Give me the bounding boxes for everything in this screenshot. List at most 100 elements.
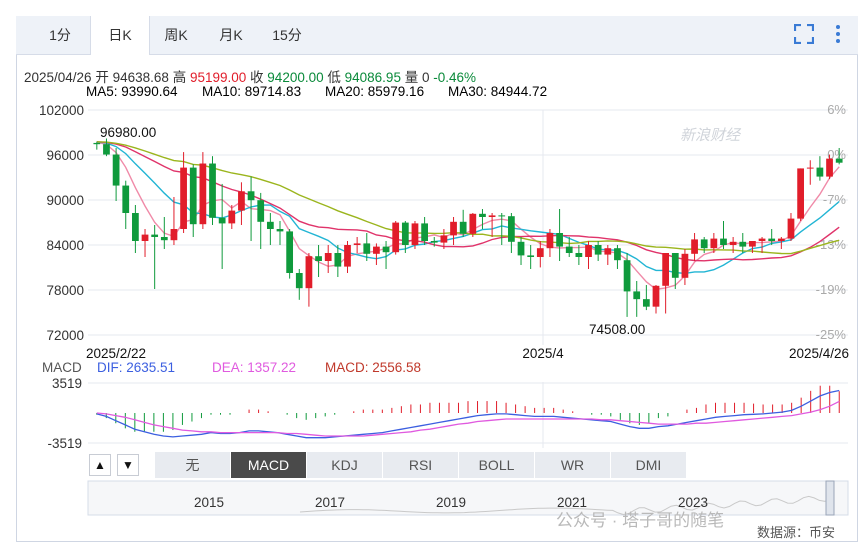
candle-body — [440, 235, 448, 243]
ma20-line — [96, 141, 840, 262]
macd-tick-label: 3519 — [52, 376, 82, 391]
data-source-label: 数据源：币安 — [757, 525, 836, 540]
candle-body — [401, 222, 409, 245]
candle-body — [575, 253, 583, 257]
tab-1min[interactable]: 1分 — [49, 27, 71, 43]
candle-body — [594, 245, 602, 255]
candle-body — [652, 285, 660, 307]
candle-body — [353, 243, 361, 245]
indicator-rsi-button[interactable]: RSI — [383, 452, 459, 478]
candle-body — [151, 234, 159, 237]
candle-body — [623, 260, 631, 292]
macd-header-macd_label: MACD: 2556.58 — [325, 360, 421, 375]
ma10-line — [96, 141, 840, 275]
candle-body — [334, 253, 342, 267]
percent-tick-label: 6% — [827, 102, 846, 117]
candle-body — [479, 213, 486, 217]
candle-body — [141, 234, 149, 241]
candle-body — [777, 238, 785, 241]
tab-daily-k[interactable]: 日K — [90, 16, 150, 55]
macd-header-label: MACD — [42, 360, 82, 375]
ma20-label: MA20: 85979.16 — [325, 84, 425, 99]
ma30-label: MA30: 84944.72 — [448, 84, 548, 99]
scroll-up-button[interactable]: ▲ — [89, 454, 111, 476]
candle-body — [633, 291, 641, 300]
price-tick-label: 78000 — [46, 283, 84, 298]
tab-weekly-k[interactable]: 周K — [164, 27, 188, 43]
high-label: 高 — [172, 70, 187, 85]
candle-body — [295, 273, 303, 289]
candle-body — [160, 237, 168, 241]
candle-body — [739, 241, 747, 247]
candle-body — [517, 241, 525, 256]
candle-body — [170, 229, 178, 241]
ma5-label: MA5: 93990.64 — [86, 84, 178, 99]
scroll-down-button[interactable]: ▼ — [117, 454, 139, 476]
candle-body — [749, 241, 756, 247]
tab-monthly-k[interactable]: 月K — [219, 27, 243, 43]
candle-body — [662, 253, 670, 286]
candle-body — [305, 256, 313, 289]
indicator-kdj-button[interactable]: KDJ — [307, 452, 383, 478]
candle-body — [508, 216, 515, 242]
candle-body — [421, 223, 428, 241]
candle-body — [585, 245, 592, 257]
dea-line — [96, 400, 840, 437]
macd-tick-label: -3519 — [47, 436, 82, 451]
candle-body — [112, 154, 120, 186]
candle-body — [816, 167, 824, 177]
candle-body — [835, 158, 843, 163]
close-label: 收 — [250, 70, 264, 85]
candle-body — [536, 248, 544, 257]
candle-body — [122, 185, 130, 213]
candle-body — [671, 253, 679, 278]
navigator-year-label: 2023 — [678, 495, 708, 510]
candle-body — [488, 215, 496, 217]
candle-body — [276, 229, 284, 232]
ma10-label: MA10: 89714.83 — [202, 84, 302, 99]
candle-body — [787, 218, 795, 239]
candle-body — [247, 191, 255, 201]
indicator-macd-button[interactable]: MACD — [231, 452, 307, 478]
more-vert-icon[interactable] — [834, 24, 842, 48]
navigator-box — [87, 480, 849, 516]
navigator-year-label: 2015 — [194, 495, 224, 510]
date-tick-label: 2025/2/22 — [86, 346, 146, 361]
low-value: 94086.95 — [344, 70, 401, 85]
candle-body — [700, 239, 708, 249]
candle-body — [228, 210, 236, 224]
candle-body — [797, 168, 804, 219]
candle-body — [614, 248, 621, 261]
min-price-annotation: 74508.00 — [589, 322, 645, 337]
max-price-annotation: 96980.00 — [100, 125, 156, 140]
fullscreen-icon[interactable] — [793, 23, 815, 48]
percent-tick-label: -25% — [816, 327, 847, 342]
navigator-year-label: 2019 — [436, 495, 466, 510]
close-value: 94200.00 — [267, 70, 324, 85]
candle-body — [430, 241, 438, 243]
candle-body — [546, 233, 554, 249]
percent-tick-label: -19% — [816, 282, 847, 297]
percent-tick-label: -13% — [816, 237, 847, 252]
candle-body — [691, 239, 698, 254]
candle-body — [411, 223, 419, 245]
price-tick-label: 96000 — [46, 148, 84, 163]
macd-header-dea_label: DEA: 1357.22 — [212, 360, 296, 375]
indicator-none-button[interactable]: 无 — [155, 452, 231, 478]
indicator-boll-button[interactable]: BOLL — [459, 452, 535, 478]
tab-15min[interactable]: 15分 — [272, 27, 302, 43]
candle-body — [710, 238, 718, 249]
candle-body — [103, 144, 110, 155]
candle-body — [373, 246, 380, 254]
candle-body — [199, 163, 207, 225]
candle-body — [324, 253, 332, 261]
indicator-dmi-button[interactable]: DMI — [611, 452, 687, 478]
candle-body — [527, 255, 535, 257]
candle-body — [315, 256, 322, 261]
candle-body — [826, 158, 833, 177]
open-value: 94638.68 — [112, 70, 169, 85]
candle-body — [498, 215, 506, 217]
date-tick-label: 2025/4/26 — [789, 346, 849, 361]
indicator-wr-button[interactable]: WR — [535, 452, 611, 478]
candle-body — [344, 245, 351, 267]
